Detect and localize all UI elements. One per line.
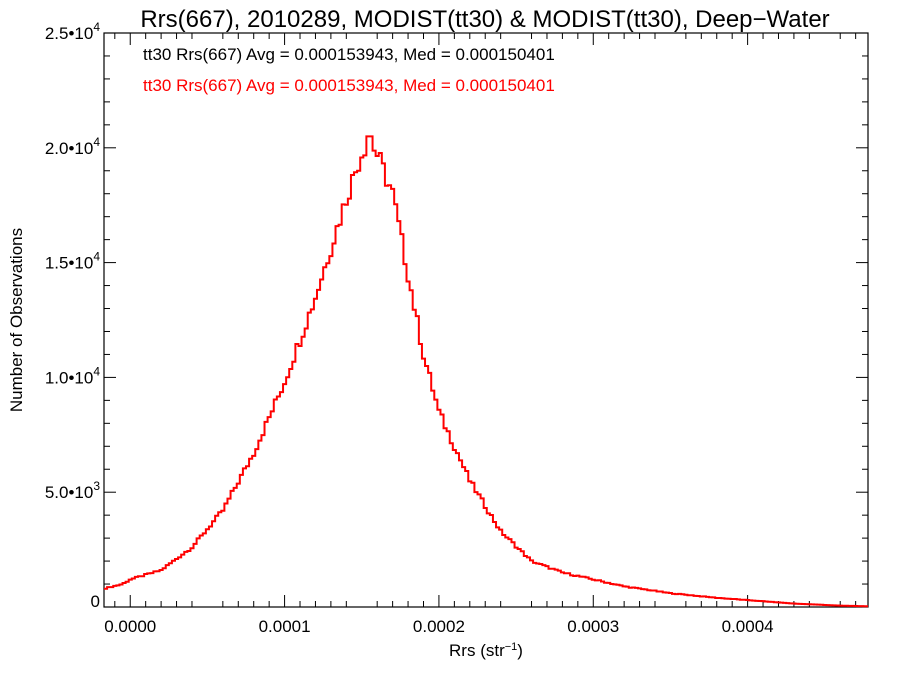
y-tick-mantissa: 0 [91,592,100,611]
x-tick-label: 0.0000 [104,617,156,636]
y-tick-exponent: 4 [93,20,100,34]
histogram-series-line [104,135,868,608]
y-tick-mantissa: 2.0•10 [45,139,94,158]
y-tick-mantissa: 5.0•10 [45,483,94,502]
x-axis-label-main: Rrs (str [449,641,505,660]
y-axis-label: Number of Observations [7,228,26,412]
x-tick-label: 0.0004 [722,617,774,636]
axis-ticks: 0.0000 0.0001 0.0002 0.0003 0.0004 0 5.0•103 1.… [45,20,868,636]
x-tick-label: 0.0002 [413,617,465,636]
y-tick-label: 2.0•104 [45,135,101,158]
y-tick-label: 2.5•104 [45,20,101,43]
y-tick-mantissa: 1.5•10 [45,254,94,273]
y-tick-exponent: 3 [93,479,100,493]
x-tick-label: 0.0001 [259,617,311,636]
y-tick-label: 5.0•103 [45,479,101,502]
x-axis-label: Rrs (str−1) [449,641,523,660]
legend-entry-red: tt30 Rrs(667) Avg = 0.000153943, Med = 0… [143,76,555,95]
y-tick-mantissa: 2.5•10 [45,24,94,43]
y-tick-exponent: 4 [93,364,100,378]
y-tick-mantissa: 1.0•10 [45,368,94,387]
x-tick-label: 0.0003 [567,617,619,636]
y-tick-label: 1.5•104 [45,250,101,273]
y-tick-label: 1.0•104 [45,364,101,387]
legend-entry-black: tt30 Rrs(667) Avg = 0.000153943, Med = 0… [143,45,555,64]
y-tick-label: 0 [91,592,100,611]
y-tick-exponent: 4 [93,250,100,264]
series-layer [104,135,868,608]
chart-title: Rrs(667), 2010289, MODIST(tt30) & MODIST… [140,6,829,33]
plot-frame [103,32,869,608]
y-tick-exponent: 4 [93,135,100,149]
x-axis-label-sup: −1 [505,641,518,653]
x-axis-label-end: ) [517,641,523,660]
